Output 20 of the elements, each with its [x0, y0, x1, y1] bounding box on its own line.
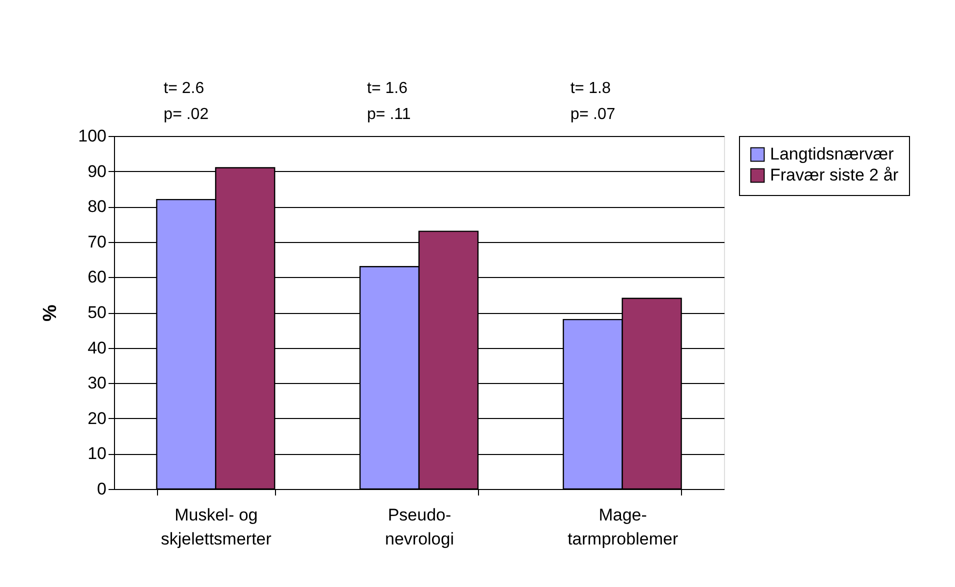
y-tick-label: 10 [88, 444, 106, 464]
legend-label: Fravær siste 2 år [770, 166, 899, 184]
x-tick-label: Muskel- og skjelettsmerter [160, 506, 272, 548]
y-tick-label: 50 [88, 303, 106, 322]
text: t= 1.6 p= .11 [367, 80, 411, 123]
y-tick-label: 60 [88, 268, 106, 287]
text: t= 2.6 p= .02 [164, 80, 209, 123]
y-tick-label: 30 [88, 374, 106, 393]
y-tick-label: 0 [97, 480, 106, 498]
x-tick-label: Pseudo- nevrologi [385, 506, 454, 548]
y-tick-label: 70 [88, 232, 106, 252]
text: t= 1.8 p= .07 [570, 80, 616, 123]
y-tick-label: 90 [88, 162, 106, 181]
legend-label: Langtidsnærvær [770, 144, 894, 164]
x-tick-label: Mage- tarmproblemer [568, 506, 678, 548]
y-tick-label: 100 [78, 126, 106, 146]
y-axis-title: % [40, 304, 62, 322]
y-tick-label: 40 [88, 338, 106, 358]
y-tick-label: 20 [88, 408, 106, 428]
y-tick-label: 80 [88, 197, 106, 216]
